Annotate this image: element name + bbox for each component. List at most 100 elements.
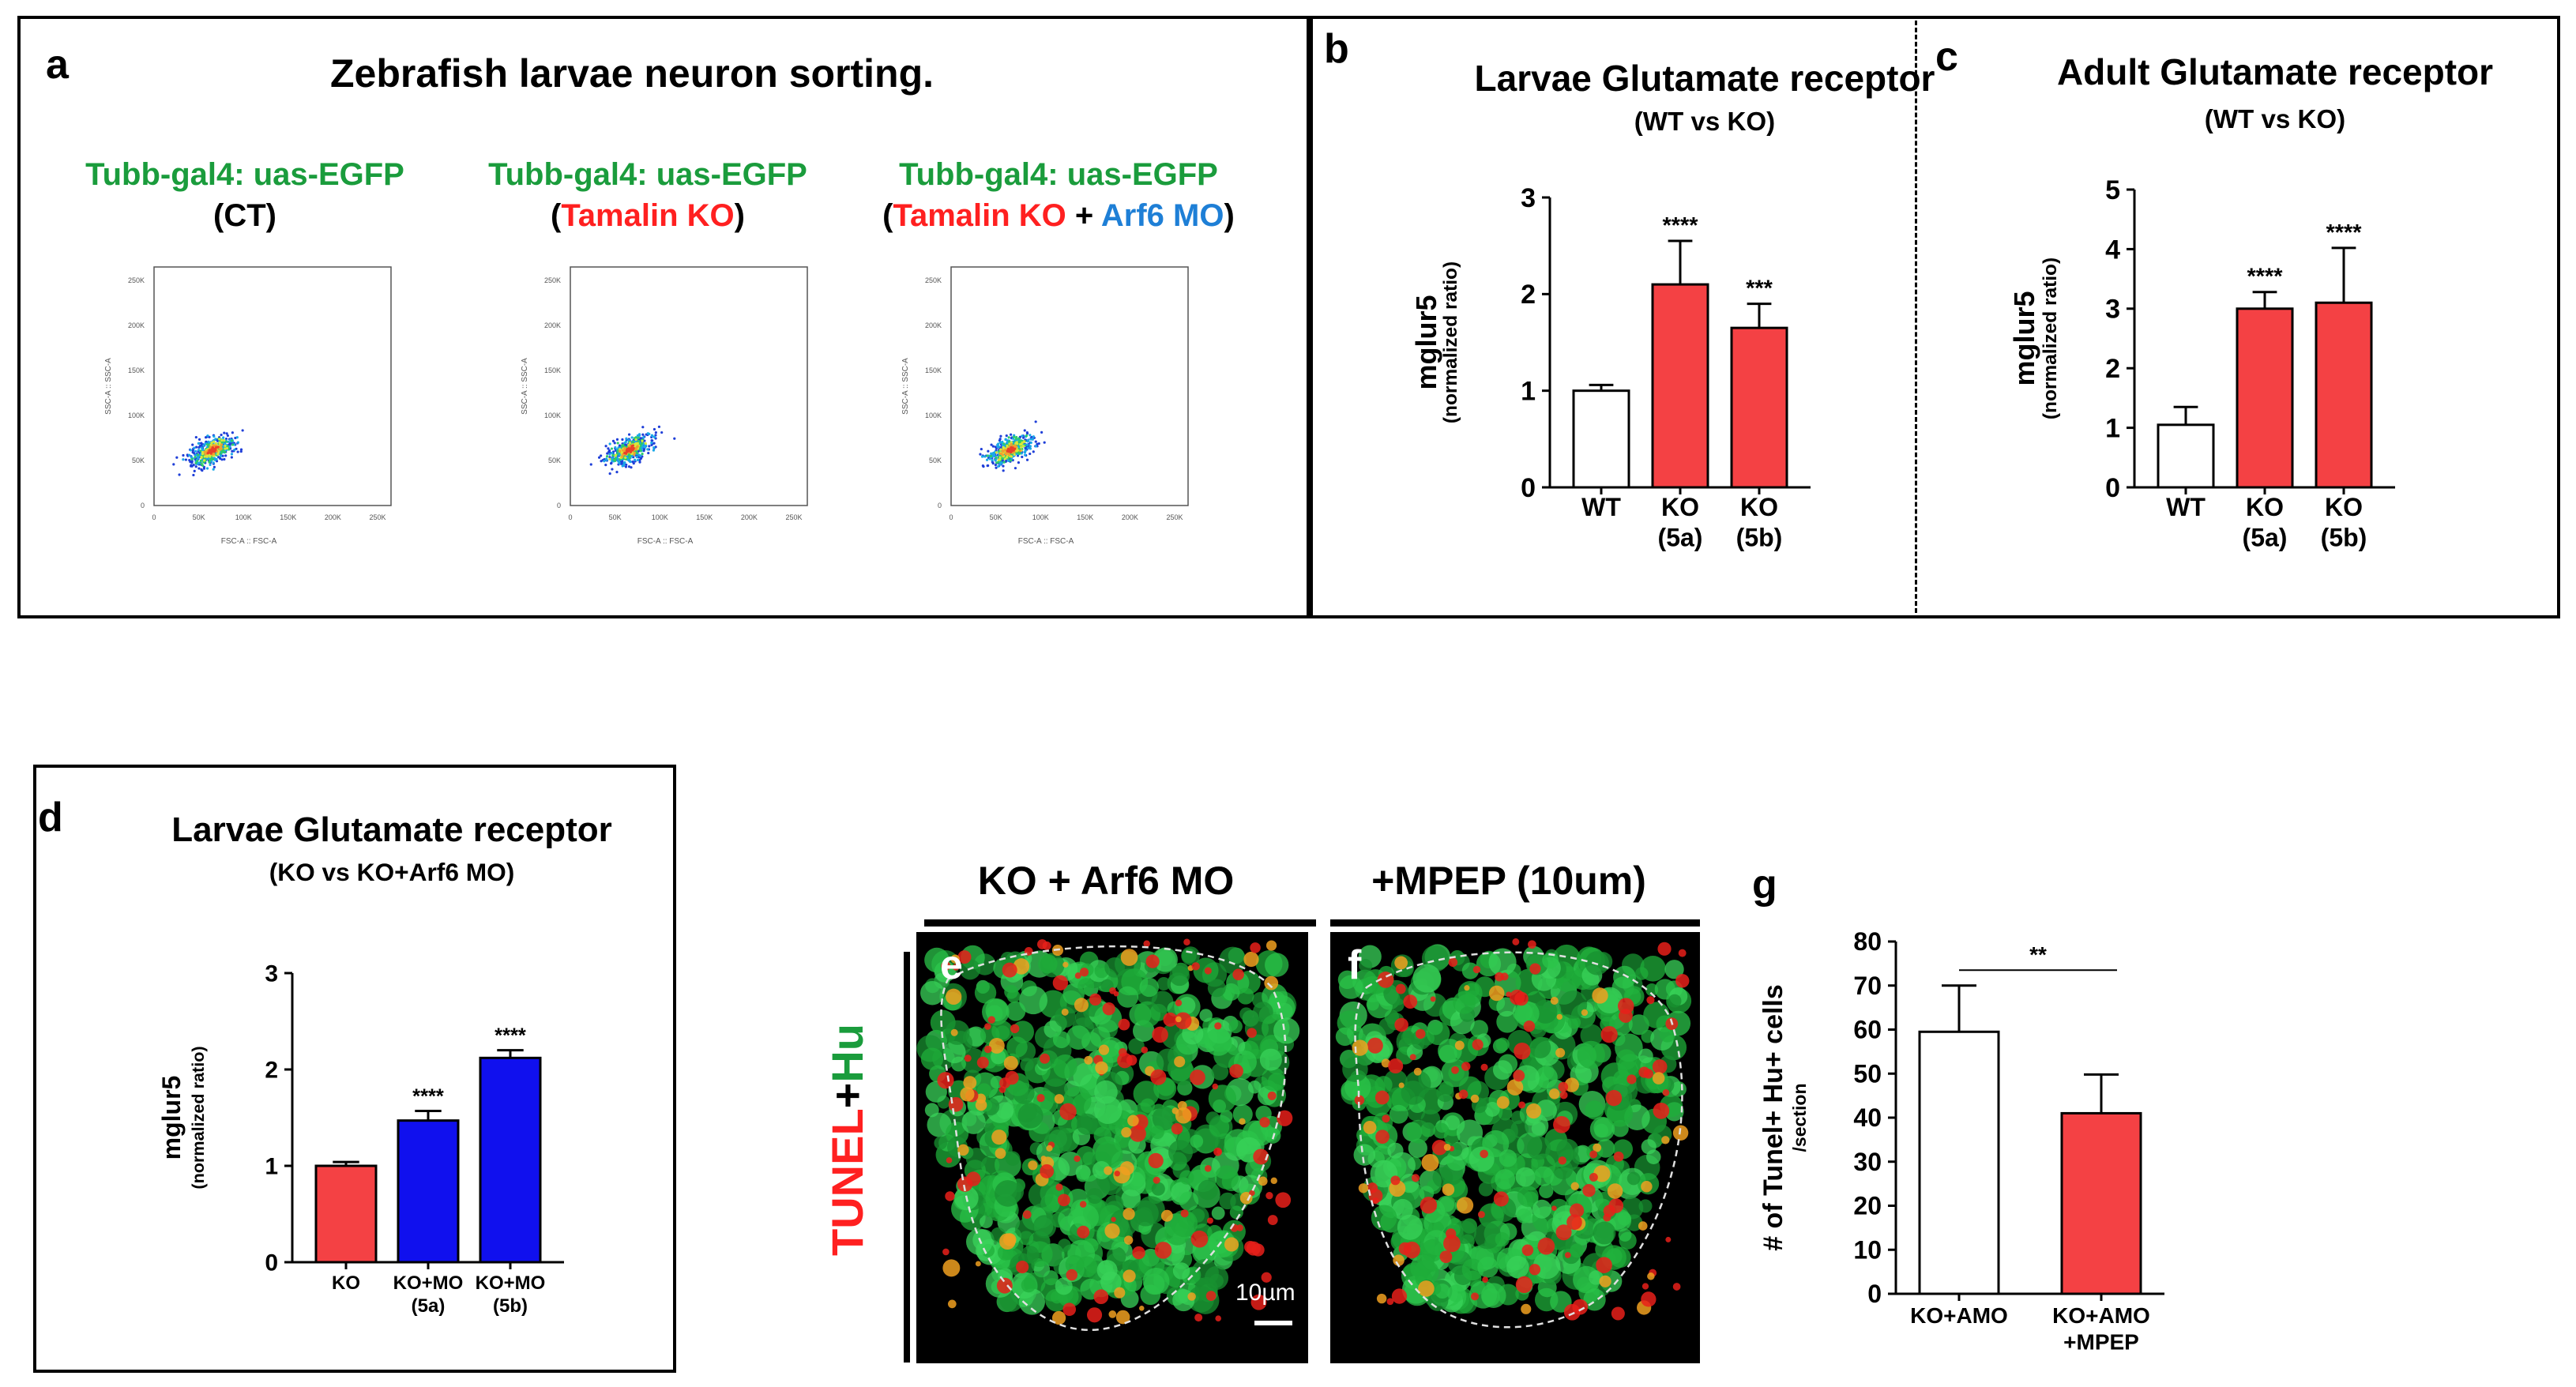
flow-event-dot — [190, 456, 193, 459]
flow-event-dot — [673, 437, 676, 440]
chart-ytick-label: 5 — [2105, 175, 2120, 205]
flow-event-dot — [219, 457, 222, 460]
flow-event-dot — [611, 453, 615, 457]
flow-event-dot — [624, 465, 628, 468]
flow-ytick: 200K — [544, 321, 561, 329]
flow-event-dot — [625, 437, 628, 440]
flow-event-dot — [996, 445, 999, 449]
flow-event-dot — [630, 436, 634, 439]
flow-event-dot — [1026, 446, 1029, 449]
flow-event-dot — [627, 458, 630, 461]
flow-event-dot — [235, 436, 239, 439]
flow-event-dot — [1032, 435, 1036, 438]
green-cell — [1139, 977, 1159, 998]
flow-event-dot — [652, 435, 656, 438]
flow-event-dot — [222, 436, 225, 439]
flow-event-dot — [1011, 446, 1014, 449]
column-2-line1: Tubb-gal4: uas-EGFP — [488, 157, 807, 192]
flow-event-dot — [615, 438, 619, 441]
flow-event-dot — [643, 439, 646, 442]
flow-event-dot — [987, 449, 990, 453]
flow-event-dot — [630, 446, 633, 450]
green-cell — [1076, 1168, 1090, 1182]
chart-significance: **** — [1663, 213, 1699, 239]
flow-event-dot — [1025, 430, 1029, 434]
green-cell — [1239, 1007, 1254, 1021]
flow-event-dot — [220, 433, 223, 437]
red-cell — [1267, 1091, 1277, 1100]
red-cell — [1163, 1012, 1178, 1027]
flow-event-dot — [630, 454, 634, 457]
red-cell — [1059, 1103, 1077, 1121]
panel-bc-divider — [1915, 21, 1917, 613]
flow-event-dot — [633, 453, 636, 457]
flow-event-dot — [991, 454, 995, 457]
red-cell — [1190, 1230, 1209, 1248]
flow-event-dot — [624, 456, 627, 460]
flow-event-dot — [234, 436, 237, 440]
flow-event-dot — [209, 452, 212, 455]
flow-event-dot — [611, 451, 614, 455]
column-3-close: ) — [1224, 198, 1235, 233]
red-cell — [1212, 1083, 1219, 1090]
flow-xtick: 50K — [193, 513, 205, 521]
flow-xtick: 150K — [1077, 513, 1093, 521]
red-cell — [1016, 1260, 1029, 1274]
flow-event-dot — [194, 449, 197, 453]
flow-event-dot — [236, 441, 240, 444]
flow-event-dot — [192, 451, 195, 454]
flow-cytometry-plots: 0050K50K100K100K150K150K200K200K250K250K… — [104, 266, 1189, 546]
flow-event-dot — [1021, 434, 1024, 438]
flow-ytick: 0 — [557, 502, 561, 509]
red-cell — [1120, 949, 1138, 966]
flow-event-dot — [641, 439, 644, 443]
red-cell — [1175, 1016, 1182, 1023]
green-cell — [1265, 953, 1289, 977]
flow-xtick: 0 — [152, 513, 156, 521]
green-cell — [1204, 1028, 1232, 1056]
flow-event-dot — [639, 457, 643, 460]
chart-category-label: KO+AMO — [2052, 1303, 2150, 1328]
flow-event-dot — [644, 444, 648, 447]
red-cell — [991, 1130, 1007, 1145]
flow-event-dot — [190, 464, 193, 468]
flow-event-dot — [205, 443, 209, 446]
flow-event-dot — [621, 438, 624, 442]
panel-f-header-rule — [1330, 919, 1700, 927]
flow-xtick: 100K — [235, 513, 252, 521]
flow-event-dot — [1012, 435, 1016, 438]
red-cell — [1036, 939, 1047, 949]
chart-ytick-label: 0 — [2105, 473, 2120, 503]
flow-event-dot — [641, 453, 644, 456]
red-cell — [1205, 1291, 1217, 1301]
flow-event-dot — [197, 453, 200, 457]
red-cell — [1057, 1193, 1070, 1207]
green-cell — [1237, 987, 1254, 1005]
flow-event-dot — [637, 439, 641, 443]
red-cell — [1261, 1272, 1272, 1283]
red-cell — [1145, 954, 1160, 968]
flow-event-dot — [1034, 445, 1037, 448]
flow-event-dot — [239, 449, 243, 453]
chart-ytick-label: 3 — [1521, 183, 1536, 213]
red-cell — [1253, 1148, 1269, 1165]
chart-bar — [479, 1056, 542, 1264]
flow-xlabel: FSC-A :: FSC-A — [221, 537, 277, 546]
red-cell — [964, 1054, 972, 1062]
flow-event-dot — [1007, 459, 1010, 463]
flow-event-dot — [203, 450, 206, 453]
flow-event-dot — [998, 438, 1002, 441]
flow-event-dot — [617, 460, 620, 463]
green-cell — [1199, 1009, 1213, 1022]
green-cell — [1076, 1256, 1098, 1278]
red-cell — [996, 1277, 1013, 1294]
green-cell — [1164, 1220, 1190, 1246]
green-cell — [1093, 1126, 1112, 1145]
red-cell — [1093, 1289, 1109, 1305]
red-cell — [1183, 938, 1190, 946]
flow-event-dot — [635, 456, 638, 459]
green-cell — [1094, 1096, 1123, 1125]
flow-event-dot — [985, 458, 989, 461]
chart-category-label: WT — [1581, 493, 1621, 521]
flow-event-dot — [609, 462, 613, 465]
